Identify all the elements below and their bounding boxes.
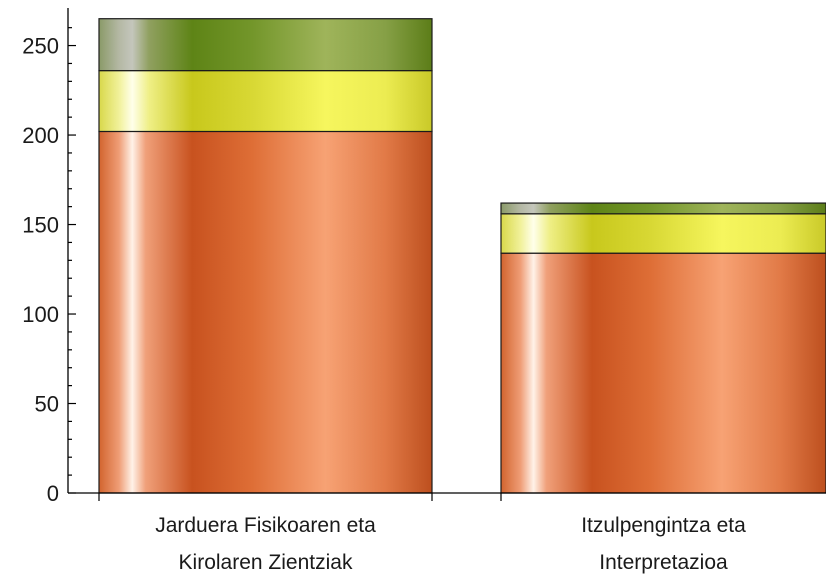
bar-segment-yellow	[500, 213, 826, 254]
y-tick-label: 250	[22, 34, 59, 59]
bar-segment-orange	[98, 130, 433, 494]
y-tick-label: 100	[22, 302, 59, 327]
bar-segment-orange	[500, 252, 826, 494]
x-category-label: Jarduera Fisikoaren eta Kirolaren Zientzi…	[155, 514, 376, 574]
y-axis: 0 50 100 150 200 250	[22, 8, 76, 506]
y-tick-label: 150	[22, 213, 59, 238]
y-tick-label: 200	[22, 123, 59, 148]
bar-stack	[500, 202, 826, 494]
x-category-label: Itzulpengintza eta Interpretazioa	[581, 514, 746, 574]
x-axis: Jarduera Fisikoaren eta Kirolaren Zientzi…	[68, 492, 826, 574]
bar-stack	[98, 18, 433, 494]
bar-segment-green	[98, 18, 433, 72]
bars-layer	[98, 18, 826, 494]
bar-segment-yellow	[98, 70, 433, 133]
y-tick-label: 50	[35, 392, 59, 417]
y-tick-label: 0	[47, 481, 59, 506]
bar-segment-green	[500, 202, 826, 215]
